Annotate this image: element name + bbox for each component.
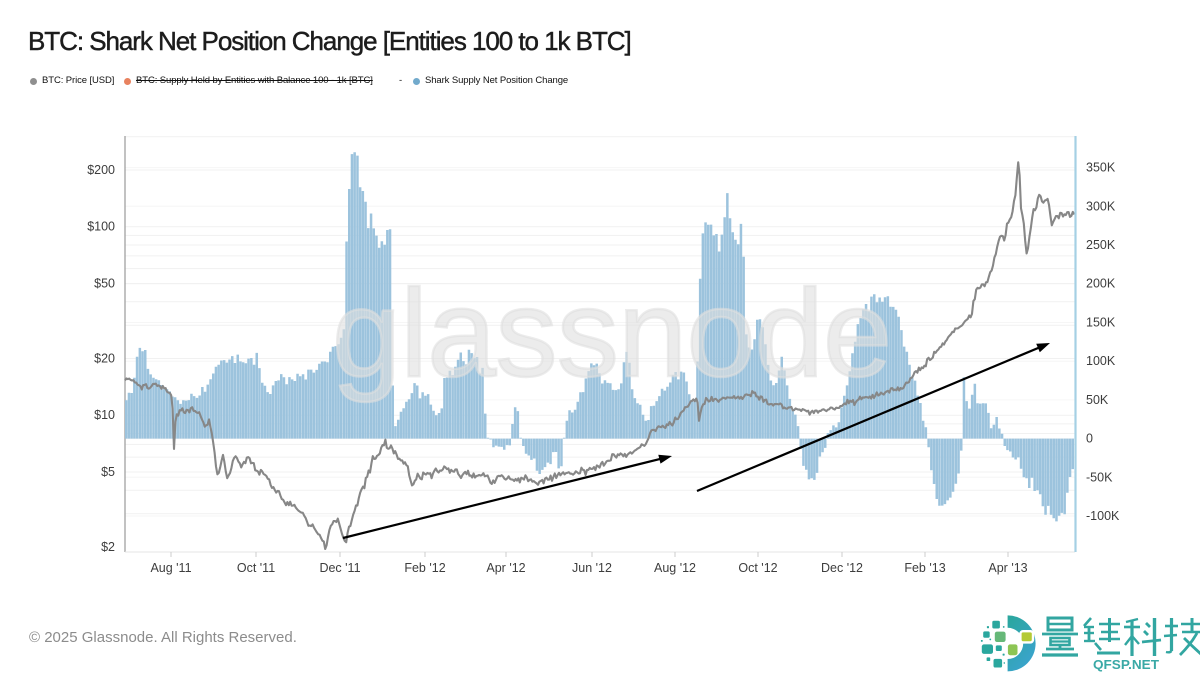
svg-text:$20: $20: [94, 352, 115, 366]
svg-text:300K: 300K: [1086, 199, 1116, 213]
svg-text:-50K: -50K: [1086, 470, 1113, 484]
svg-text:150K: 150K: [1086, 316, 1116, 330]
svg-text:0: 0: [1086, 432, 1093, 446]
svg-text:Oct '11: Oct '11: [237, 561, 275, 575]
svg-text:250K: 250K: [1086, 238, 1116, 252]
svg-text:100K: 100K: [1086, 354, 1116, 368]
svg-text:Oct '12: Oct '12: [738, 561, 777, 575]
svg-text:Feb '13: Feb '13: [904, 561, 945, 575]
svg-text:Aug '11: Aug '11: [150, 561, 191, 575]
svg-text:Jun '12: Jun '12: [572, 561, 612, 575]
svg-text:$5: $5: [101, 465, 115, 479]
svg-text:Apr '13: Apr '13: [988, 561, 1027, 575]
svg-text:$200: $200: [87, 163, 115, 177]
svg-text:glassnode: glassnode: [332, 265, 892, 403]
svg-text:-100K: -100K: [1086, 509, 1120, 523]
svg-text:Dec '11: Dec '11: [319, 561, 360, 575]
svg-text:50K: 50K: [1086, 393, 1109, 407]
svg-text:200K: 200K: [1086, 277, 1116, 291]
svg-text:350K: 350K: [1086, 161, 1116, 175]
svg-text:QFSP.NET: QFSP.NET: [1093, 657, 1159, 672]
svg-text:$2: $2: [101, 540, 115, 554]
svg-text:Feb '12: Feb '12: [404, 561, 445, 575]
svg-text:$50: $50: [94, 277, 115, 291]
svg-text:Dec '12: Dec '12: [821, 561, 863, 575]
svg-text:Aug '12: Aug '12: [654, 561, 696, 575]
svg-text:$10: $10: [94, 408, 115, 422]
svg-text:Apr '12: Apr '12: [486, 561, 525, 575]
svg-text:$100: $100: [87, 220, 115, 234]
